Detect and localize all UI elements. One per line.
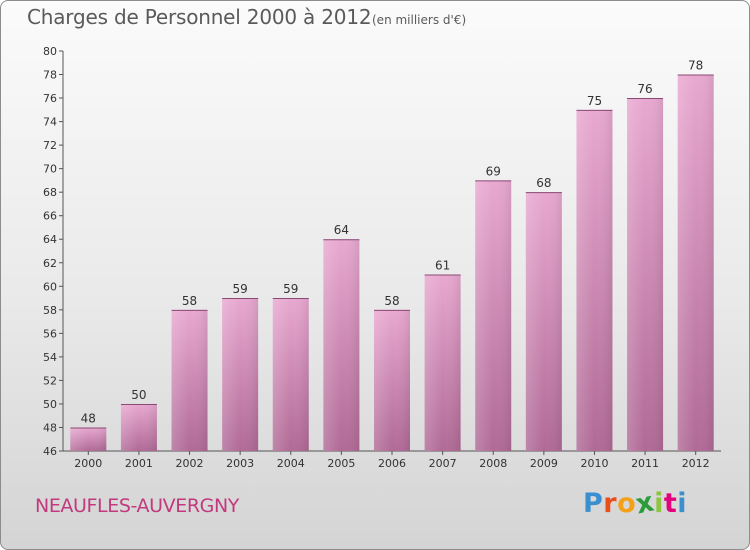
- value-label: 58: [384, 294, 399, 308]
- bar-shade: [576, 109, 613, 451]
- y-tick-label: 70: [43, 163, 57, 176]
- y-tick-label: 68: [43, 186, 57, 199]
- bar-shade: [70, 427, 107, 451]
- y-tick-label: 80: [43, 45, 57, 58]
- y-tick-label: 58: [43, 304, 57, 317]
- logo-letter: i: [677, 488, 688, 519]
- y-tick-label: 56: [43, 327, 57, 340]
- value-label: 48: [81, 411, 96, 425]
- y-tick-label: 76: [43, 92, 57, 105]
- y-tick-label: 74: [43, 116, 57, 129]
- commune-name: NEAUFLES-AUVERGNY: [35, 495, 239, 517]
- y-tick-label: 72: [43, 139, 57, 152]
- value-label: 76: [637, 82, 652, 96]
- y-tick-label: 78: [43, 69, 57, 82]
- x-tick-label: 2005: [327, 457, 355, 470]
- x-tick-label: 2009: [530, 457, 558, 470]
- value-label: 59: [283, 282, 298, 296]
- logo-letter: t: [663, 488, 678, 519]
- x-tick-label: 2010: [580, 457, 608, 470]
- y-tick-label: 52: [43, 374, 57, 387]
- x-tick-label: 2007: [429, 457, 457, 470]
- bar-shade: [272, 298, 309, 451]
- bar-shade: [627, 98, 664, 451]
- value-label: 50: [131, 388, 146, 402]
- logo-letter: r: [603, 488, 618, 519]
- logo-letter: P: [583, 488, 604, 519]
- logo-letter: i: [654, 488, 664, 519]
- bar-shade: [525, 192, 562, 452]
- x-tick-label: 2003: [226, 457, 254, 470]
- x-tick-label: 2000: [74, 457, 102, 470]
- value-label: 58: [182, 294, 197, 308]
- x-tick-label: 2012: [682, 457, 710, 470]
- chart-subtitle: (en milliers d'€): [372, 13, 467, 27]
- bar-shade: [677, 74, 714, 451]
- logo-letter: o: [617, 488, 637, 519]
- bar-shade: [374, 309, 410, 451]
- bar-shade: [171, 309, 208, 451]
- value-label: 78: [688, 59, 703, 73]
- x-tick-label: 2008: [479, 457, 507, 470]
- chart-title: Charges de Personnel 2000 à 2012: [27, 5, 372, 29]
- y-tick-label: 60: [43, 280, 57, 293]
- y-tick-label: 46: [43, 445, 57, 458]
- value-label: 61: [435, 259, 450, 273]
- bar-shade: [424, 274, 461, 451]
- x-tick-label: 2002: [176, 457, 204, 470]
- y-tick-label: 64: [43, 233, 57, 246]
- bar-shade: [120, 403, 157, 451]
- value-label: 75: [587, 94, 602, 108]
- value-label: 68: [536, 176, 551, 190]
- value-label: 59: [233, 282, 248, 296]
- proxiti-logo: Proxiti: [583, 486, 688, 520]
- y-tick-label: 48: [43, 421, 57, 434]
- x-tick-label: 2011: [631, 457, 659, 470]
- x-tick-label: 2004: [277, 457, 305, 470]
- y-tick-label: 50: [43, 398, 57, 411]
- y-tick-label: 54: [43, 351, 57, 364]
- bar-shade: [323, 239, 360, 451]
- value-label: 69: [486, 164, 501, 178]
- x-tick-label: 2006: [378, 457, 406, 470]
- bar-shade: [222, 298, 259, 451]
- y-tick-label: 62: [43, 257, 57, 270]
- y-tick-label: 66: [43, 210, 57, 223]
- bar-shade: [475, 180, 512, 452]
- x-tick-label: 2001: [125, 457, 153, 470]
- value-label: 64: [334, 223, 349, 237]
